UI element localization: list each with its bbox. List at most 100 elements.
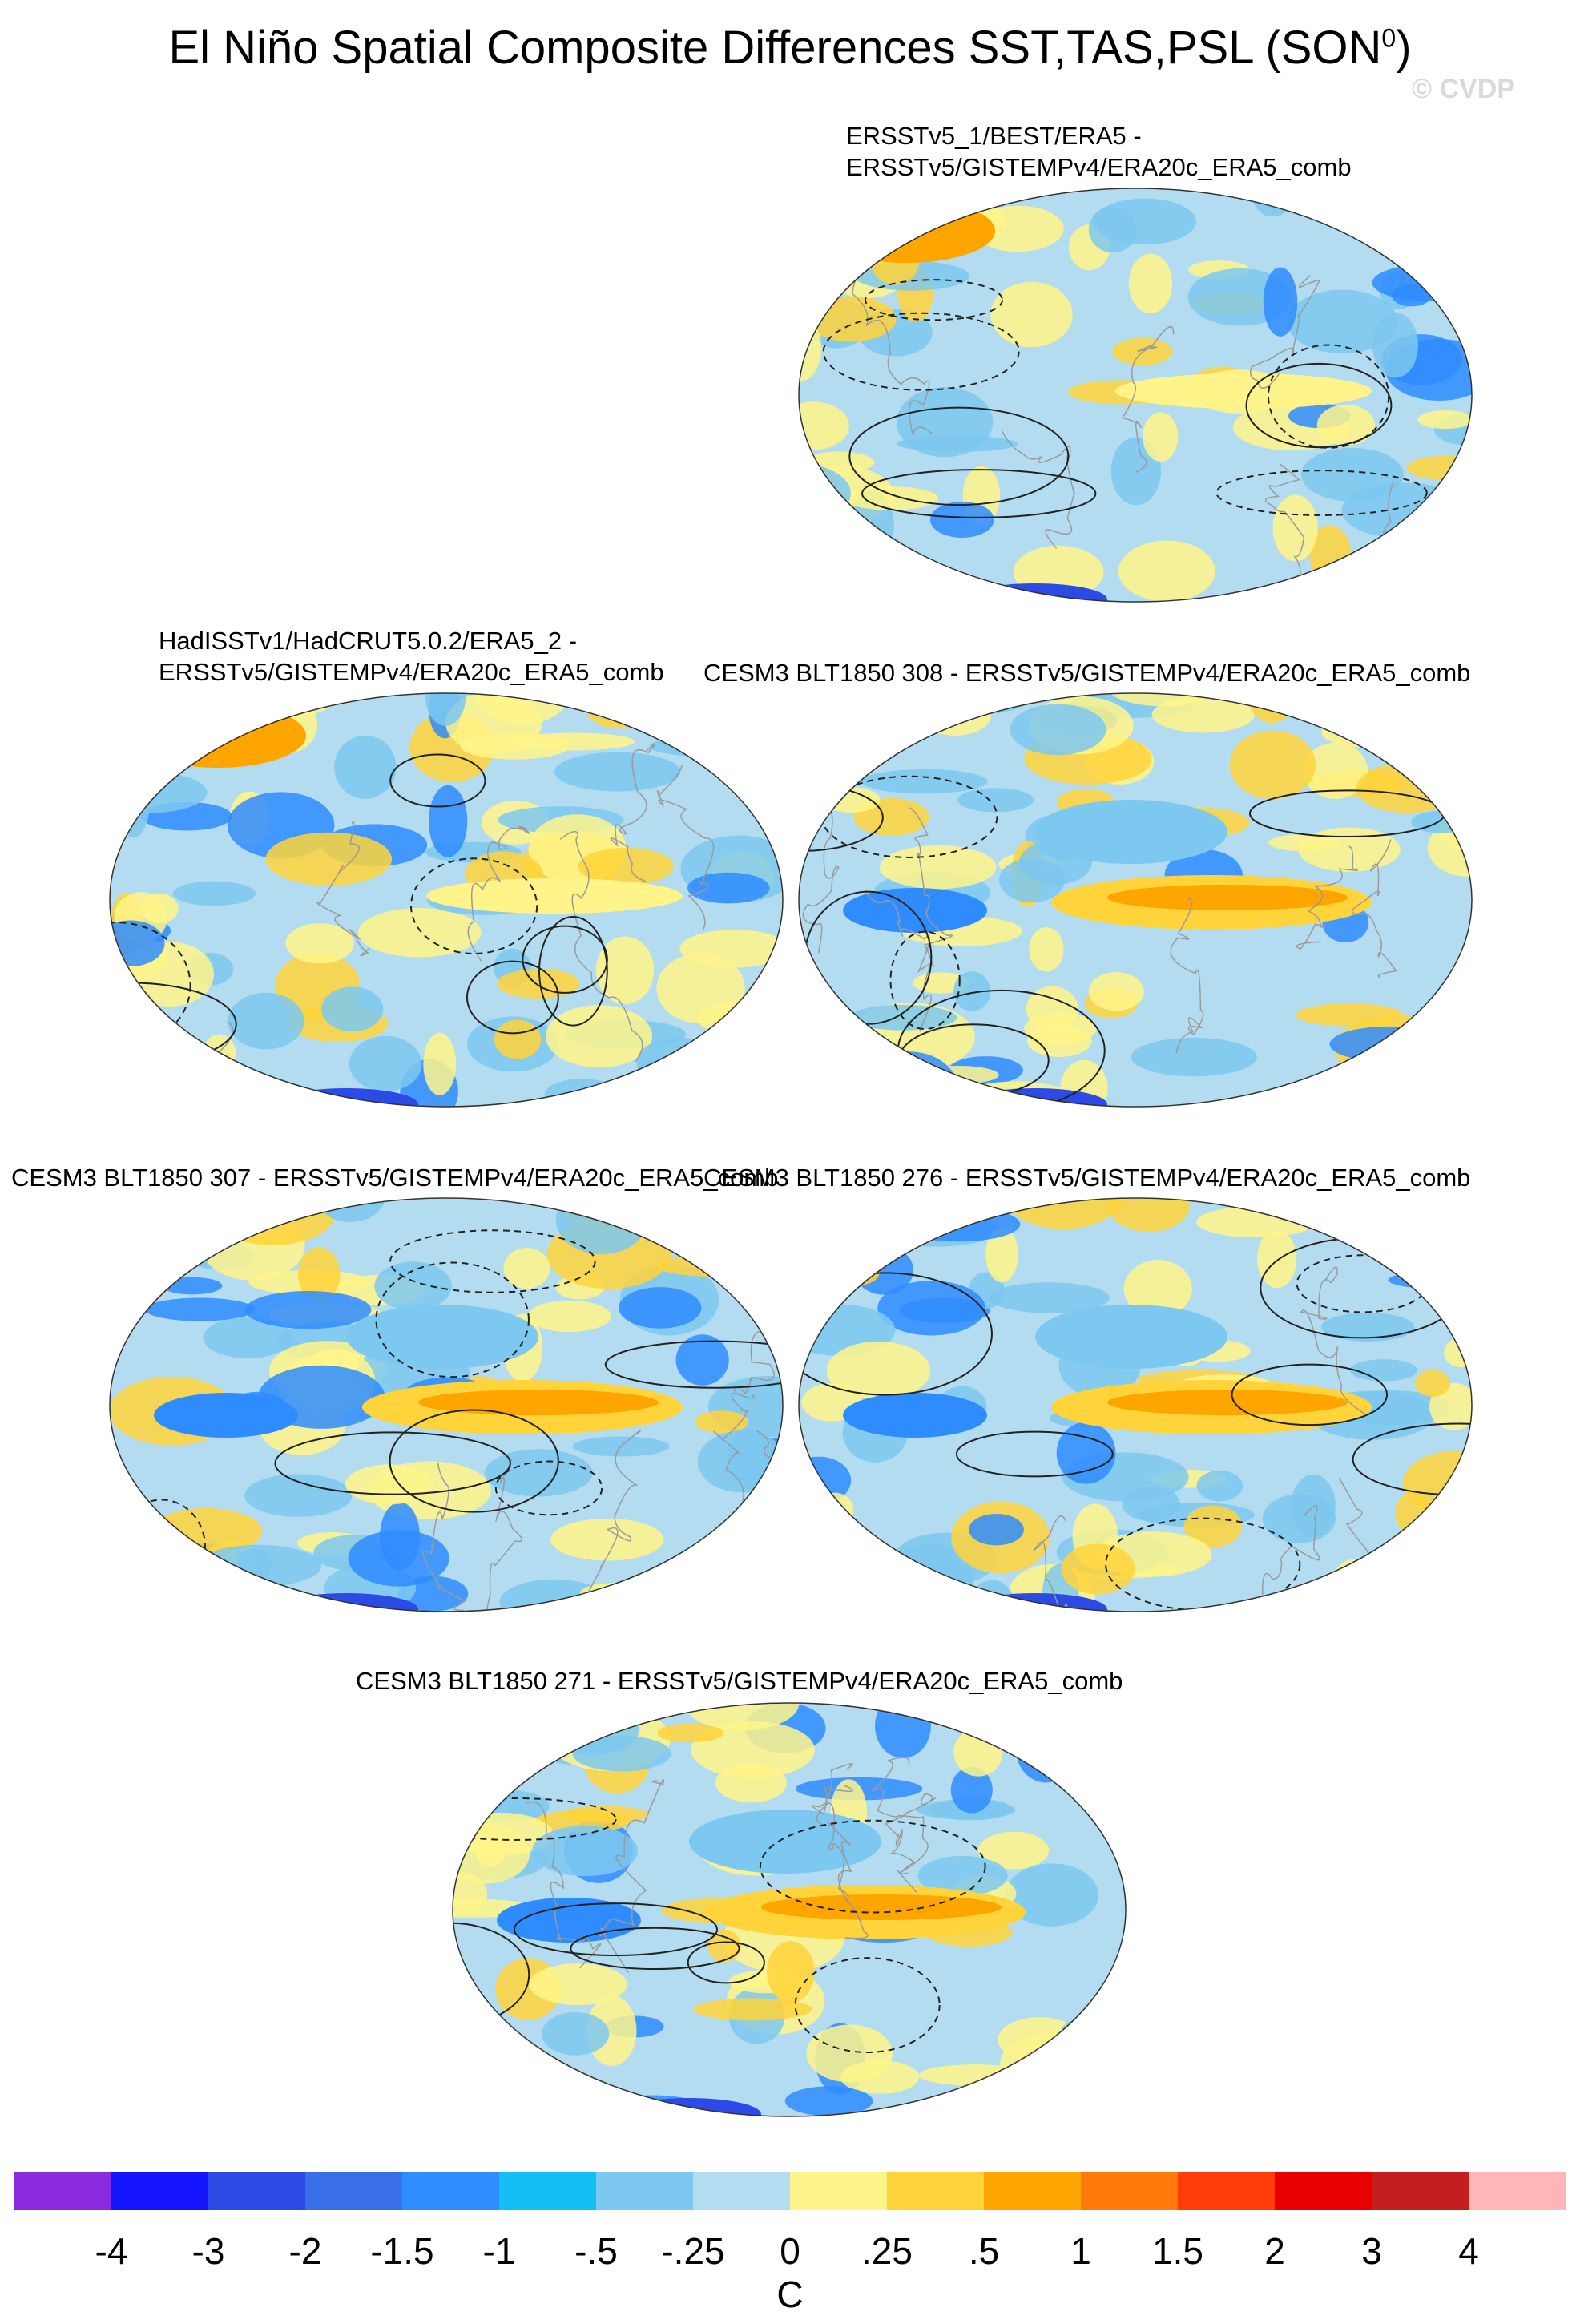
panel-label-cesm3-308: CESM3 BLT1850 308 - ERSSTv5/GISTEMPv4/ER…	[703, 659, 1471, 687]
colorbar-segment	[1178, 2172, 1275, 2210]
anomaly-blob	[200, 1210, 305, 1281]
anomaly-blob	[1029, 927, 1064, 972]
indian-ocean-cool-pool	[843, 1393, 987, 1438]
anomaly-blob	[749, 1262, 783, 1289]
anomaly-blob	[799, 551, 915, 591]
indian-ocean-cool-pool	[843, 888, 987, 933]
anomaly-blob	[1415, 693, 1471, 708]
psl-contour	[389, 1409, 559, 1513]
anomaly-blob	[429, 785, 468, 857]
anomaly-blob	[223, 1082, 266, 1099]
anomaly-blob	[1450, 1537, 1472, 1584]
anomaly-blob	[595, 936, 655, 1005]
anomaly-blob	[203, 1198, 263, 1216]
anomaly-blob	[990, 281, 1073, 348]
anomaly-blob	[550, 1518, 664, 1561]
psl-contour	[513, 1902, 719, 1957]
colorbar-segment	[402, 2172, 499, 2210]
anomaly-blob	[972, 205, 1064, 252]
anomaly-blob	[110, 1208, 183, 1252]
colorbar-tick-label: -1	[482, 2230, 516, 2272]
coastline	[559, 830, 643, 1063]
anomaly-blob	[1316, 572, 1413, 602]
anomaly-blob	[1414, 1198, 1472, 1233]
anomaly-blob	[1118, 540, 1215, 602]
arctic-warm	[819, 199, 995, 263]
antarctic-warm	[1252, 1596, 1364, 1612]
anomaly-blob	[532, 1826, 639, 1877]
anomaly-blob	[1027, 2086, 1081, 2116]
anomaly-blob	[896, 387, 994, 458]
colorbar-segment	[1469, 2172, 1566, 2210]
anomaly-blob	[1396, 693, 1462, 732]
anomaly-blob	[636, 1037, 721, 1087]
anomaly-blob	[484, 1449, 593, 1497]
enso-warm-core	[418, 1390, 659, 1415]
anomaly-blob	[1061, 1543, 1135, 1595]
colorbar-segment	[790, 2172, 887, 2210]
colorbar-tick-label: 4	[1458, 2230, 1479, 2272]
coastline	[1250, 275, 1321, 389]
map-field	[110, 1198, 783, 1612]
anomaly-blob	[1263, 267, 1298, 337]
anomaly-blob	[861, 769, 988, 794]
anomaly-blob	[715, 1229, 783, 1251]
anomaly-blob	[897, 1207, 1021, 1242]
colorbar-segment	[887, 2172, 984, 2210]
map-field	[799, 693, 1472, 1107]
anomaly-blob	[687, 872, 770, 904]
anomaly-blob	[110, 1028, 154, 1095]
anomaly-blob	[544, 1079, 620, 1107]
anomaly-blob	[619, 1287, 702, 1329]
anomaly-blob	[137, 693, 185, 727]
coastline	[561, 1429, 642, 1612]
colorbar-segment	[499, 2172, 596, 2210]
anomaly-blob	[1417, 410, 1472, 430]
anomaly-blob	[844, 486, 939, 510]
anomaly-blob	[1372, 312, 1419, 378]
anomaly-blob	[1396, 1535, 1450, 1586]
colorbar-segment	[984, 2172, 1081, 2210]
map-panel-hadisst	[109, 692, 784, 1108]
map-panel-cesm3-307	[109, 1197, 784, 1612]
anomaly-blob	[1024, 1012, 1097, 1045]
anomaly-blob	[1391, 284, 1432, 307]
psl-contour	[466, 960, 559, 1035]
anomaly-blob	[1329, 1026, 1448, 1063]
psl-contour	[799, 1272, 993, 1396]
anomaly-blob	[1056, 1422, 1116, 1484]
enso-warm-tongue	[426, 878, 683, 914]
north-pacific-cool	[346, 1305, 538, 1369]
anomaly-blob	[1183, 1505, 1243, 1547]
anomaly-blob	[172, 881, 256, 906]
colorbar-tick-label: .5	[968, 2230, 1000, 2272]
anomaly-blob	[784, 2086, 873, 2116]
anomaly-blob	[877, 1281, 985, 1336]
anomaly-blob	[1016, 1719, 1076, 1783]
anomaly-blob	[1143, 412, 1179, 462]
anomaly-blob	[453, 2067, 529, 2116]
anomaly-blob	[733, 1198, 783, 1229]
map-border	[109, 692, 784, 1108]
anomaly-blob	[799, 1563, 864, 1593]
anomaly-blob	[1321, 717, 1417, 748]
anomaly-blob	[950, 1766, 993, 1814]
psl-contour	[375, 1261, 530, 1378]
anomaly-blob	[349, 1035, 422, 1092]
north-pacific-cool	[1035, 1305, 1227, 1369]
coastline	[599, 1778, 665, 1973]
anomaly-blob	[969, 1514, 1024, 1546]
antarctic-warm	[562, 1091, 675, 1107]
anomaly-blob	[657, 1723, 724, 1743]
map-border	[109, 1197, 784, 1612]
enso-warm-core	[1107, 885, 1348, 910]
colorbar-tick-label: 1	[1070, 2230, 1091, 2272]
coastline	[1170, 898, 1204, 1054]
anomaly-blob	[1108, 693, 1220, 707]
anomaly-blob	[203, 1317, 293, 1358]
psl-contour	[1245, 362, 1393, 449]
colorbar-units: C	[776, 2274, 804, 2315]
north-pacific-cool	[689, 1810, 881, 1874]
colorbar-segment	[1081, 2172, 1178, 2210]
anomaly-blob	[423, 1032, 457, 1095]
